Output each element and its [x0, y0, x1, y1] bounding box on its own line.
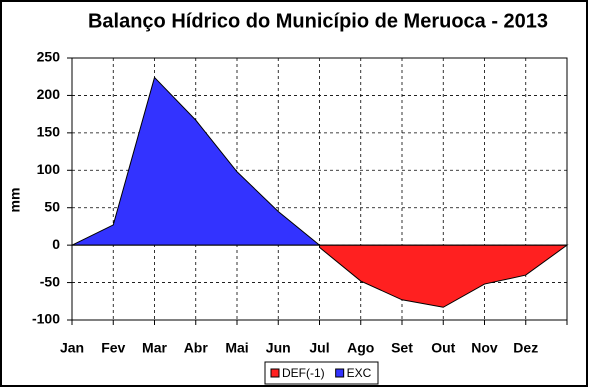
x-tick-label: Ago: [347, 340, 374, 356]
y-tick-label: 50: [44, 198, 60, 214]
legend-swatch: [335, 368, 345, 378]
x-tick-label: Out: [431, 340, 455, 356]
x-tick-label: Jul: [309, 340, 329, 356]
area: [71, 76, 321, 246]
x-tick-label: Mar: [142, 340, 167, 356]
y-tick-label: 100: [37, 161, 61, 177]
x-tick-label: Jan: [60, 340, 84, 356]
y-tick-label: -50: [40, 273, 60, 289]
x-tick-label: Nov: [471, 340, 498, 356]
area: [319, 244, 569, 308]
y-tick-label: -100: [32, 311, 60, 327]
y-tick-label: 250: [37, 49, 61, 65]
y-axis-label: mm: [7, 188, 23, 213]
legend-label: EXC: [347, 366, 372, 380]
legend-label: DEF(-1): [282, 366, 325, 380]
plot-border: [71, 57, 568, 321]
x-tick-label: Jun: [266, 340, 291, 356]
chart-title: Balanço Hídrico do Município de Meruoca …: [88, 10, 548, 32]
y-tick-label: 0: [52, 236, 60, 252]
x-tick-label: Dez: [513, 340, 538, 356]
x-tick-label: Abr: [184, 340, 209, 356]
y-tick-label: 200: [37, 86, 61, 102]
x-tick-label: Mai: [225, 340, 248, 356]
x-tick-label: Fev: [101, 340, 125, 356]
x-tick-label: Set: [391, 340, 413, 356]
y-tick-label: 150: [37, 124, 61, 140]
legend-box: [264, 361, 379, 385]
legend-swatch: [270, 368, 280, 378]
